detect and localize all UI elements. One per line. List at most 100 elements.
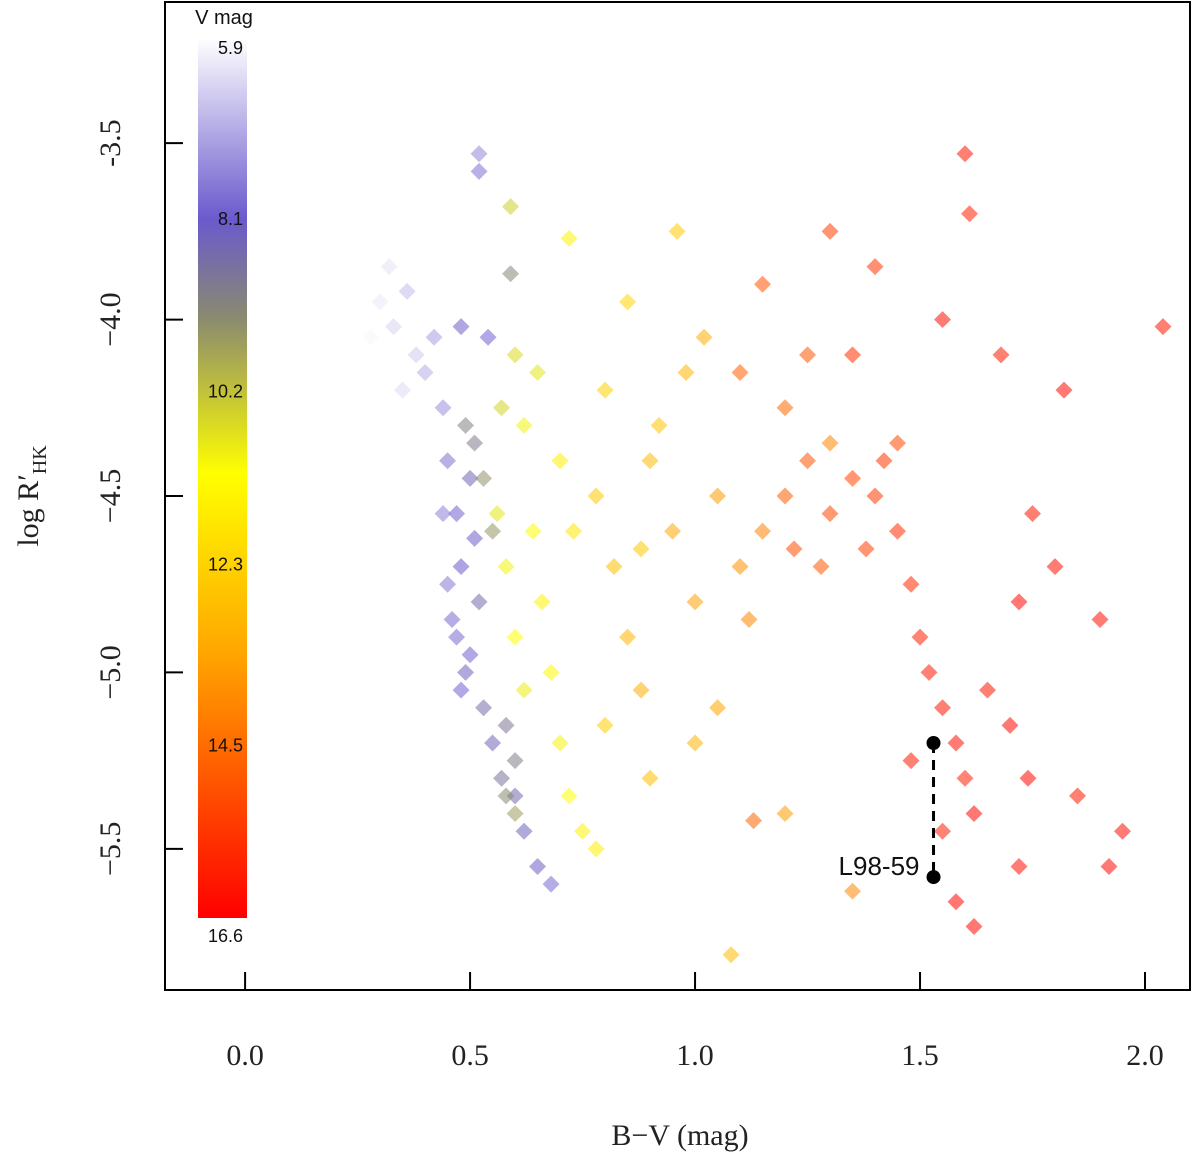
data-point	[470, 145, 488, 163]
data-point	[641, 769, 659, 787]
data-point	[745, 812, 763, 830]
data-point	[821, 505, 839, 523]
y-tick-label: −4.5	[94, 469, 127, 523]
data-point	[799, 346, 817, 364]
data-point	[889, 434, 907, 452]
data-point	[371, 293, 389, 311]
y-tick-label: −5.5	[94, 822, 127, 876]
data-point	[457, 663, 475, 681]
data-point	[632, 540, 650, 558]
data-point	[551, 734, 569, 752]
data-point	[362, 328, 380, 346]
data-point	[506, 752, 524, 770]
data-point	[1001, 716, 1019, 734]
data-point	[524, 522, 542, 540]
data-point	[857, 540, 875, 558]
data-point	[502, 265, 520, 283]
colorbar-tick-label: 14.5	[208, 735, 243, 755]
data-point	[565, 522, 583, 540]
data-point	[398, 282, 416, 300]
data-point	[911, 628, 929, 646]
data-point	[979, 681, 997, 699]
data-point	[452, 558, 470, 576]
data-point	[506, 628, 524, 646]
data-point	[506, 787, 524, 805]
data-point	[542, 875, 560, 893]
data-point	[497, 716, 515, 734]
annotation-point	[926, 870, 941, 885]
data-point	[641, 452, 659, 470]
data-point	[785, 540, 803, 558]
data-point	[488, 505, 506, 523]
data-point	[425, 328, 443, 346]
x-axis-label: B−V (mag)	[611, 1119, 748, 1152]
data-point	[799, 452, 817, 470]
data-point	[1055, 381, 1073, 399]
colorbar-tick-label: 16.6	[208, 926, 243, 946]
data-point	[776, 487, 794, 505]
data-point	[416, 364, 434, 381]
data-point	[497, 558, 515, 576]
data-point	[1010, 593, 1028, 611]
data-point	[776, 805, 794, 823]
data-point	[493, 399, 511, 417]
data-point	[650, 416, 668, 434]
colorbar-tick-label: 5.9	[218, 38, 243, 58]
data-point	[866, 487, 884, 505]
data-point	[407, 346, 425, 364]
x-tick-label: 2.0	[1126, 1039, 1164, 1072]
data-point	[1024, 505, 1042, 523]
data-point	[461, 646, 479, 664]
data-point	[466, 529, 484, 547]
data-point	[461, 469, 479, 487]
data-point	[1019, 769, 1037, 787]
x-tick-label: 1.5	[901, 1039, 939, 1072]
data-point	[677, 364, 695, 381]
data-point	[533, 593, 551, 611]
data-point	[902, 752, 920, 770]
data-point	[821, 222, 839, 240]
data-point	[934, 311, 952, 329]
plot-frame	[164, 1, 1191, 991]
data-point	[1010, 858, 1028, 875]
data-point	[956, 145, 974, 163]
data-point	[695, 328, 713, 346]
data-point	[965, 805, 983, 823]
x-tick-label: 0.0	[226, 1039, 264, 1072]
data-point	[947, 893, 965, 911]
data-point	[434, 399, 452, 417]
data-point	[587, 487, 605, 505]
data-point	[875, 452, 893, 470]
data-point	[515, 681, 533, 699]
data-point	[1154, 318, 1172, 336]
data-point	[479, 328, 497, 346]
x-tick-label: 1.0	[676, 1039, 714, 1072]
data-point	[560, 787, 578, 805]
colorbar	[198, 38, 247, 918]
data-point	[506, 346, 524, 364]
data-point	[502, 198, 520, 216]
data-point	[443, 611, 461, 628]
annotation-label: L98-59	[839, 851, 920, 881]
data-point	[731, 364, 749, 381]
data-point	[1046, 558, 1064, 576]
data-point	[686, 593, 704, 611]
data-point	[956, 769, 974, 787]
data-point	[992, 346, 1010, 364]
data-point	[961, 205, 979, 223]
data-point	[394, 381, 412, 399]
y-tick-label: −5.0	[94, 645, 127, 699]
data-point	[434, 505, 452, 523]
data-point	[448, 628, 466, 646]
data-point	[709, 699, 727, 717]
data-point	[596, 381, 614, 399]
colorbar-tick-label: 8.1	[218, 209, 243, 229]
data-point	[731, 558, 749, 576]
data-point	[664, 522, 682, 540]
data-point	[380, 258, 398, 276]
y-tick-label: −4.0	[94, 292, 127, 346]
data-point	[632, 681, 650, 699]
colorbar-tick-label: 12.3	[208, 554, 243, 574]
data-point	[1100, 858, 1118, 875]
points	[362, 145, 1172, 964]
